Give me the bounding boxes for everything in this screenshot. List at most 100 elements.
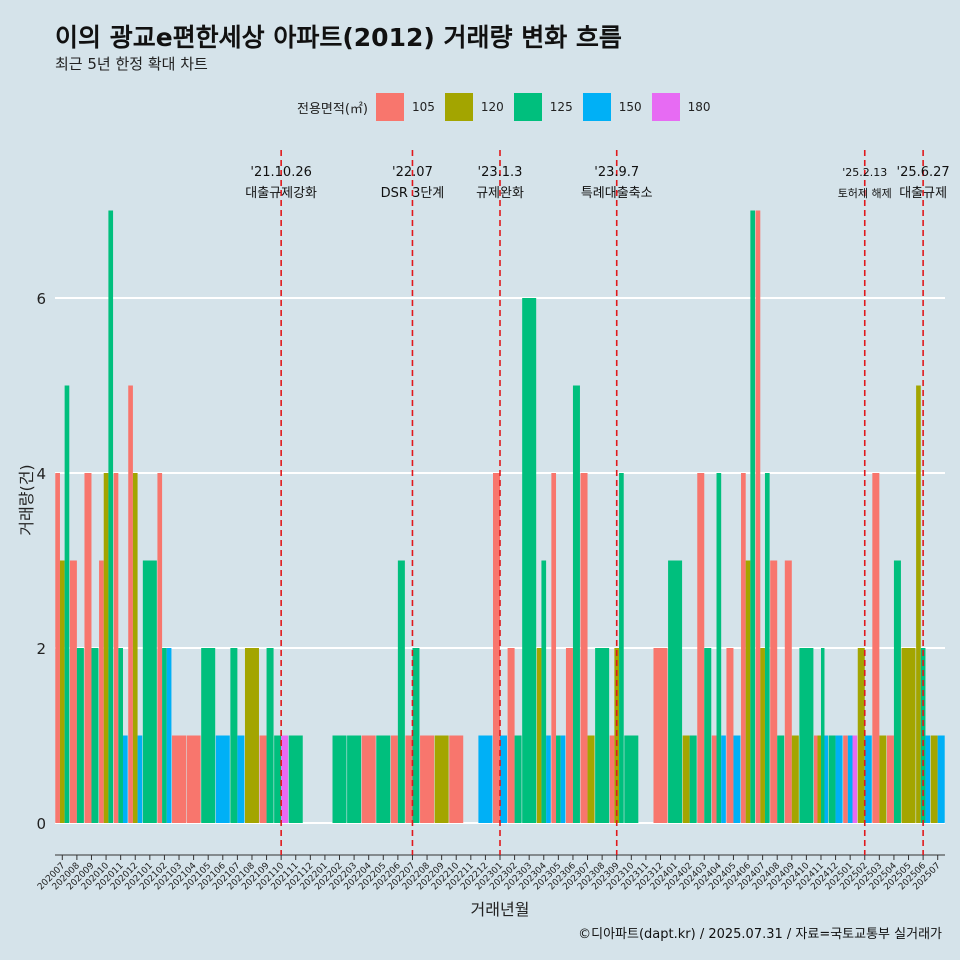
annotation-label-6: 대출규제 bbox=[899, 186, 947, 201]
bar-105-202102 bbox=[157, 473, 163, 823]
bar-180-202501 bbox=[852, 735, 858, 823]
bar-125-202109 bbox=[266, 648, 274, 823]
chart-subtitle: 최근 5년 한정 확대 차트 bbox=[55, 55, 208, 73]
legend-swatch-105 bbox=[375, 93, 404, 121]
source-caption: ©디아파트(dapt.kr) / 2025.07.31 / 자료=국토교통부 실… bbox=[578, 927, 942, 942]
bar-125-202102 bbox=[162, 648, 167, 823]
bar-150-202404 bbox=[721, 735, 726, 823]
bar-125-202207 bbox=[412, 648, 420, 823]
bar-105-202301 bbox=[492, 473, 500, 823]
bar-150-202012 bbox=[137, 735, 143, 823]
bar-105-202012 bbox=[128, 385, 133, 823]
bar-125-202303 bbox=[522, 298, 537, 823]
bar-105-202409 bbox=[784, 560, 792, 823]
legend-label-150: 150 bbox=[618, 100, 642, 114]
bar-105-202504 bbox=[886, 735, 894, 823]
bar-125-202504 bbox=[893, 560, 901, 823]
bar-125-202408 bbox=[777, 735, 785, 823]
annotation-label-1: 대출규제강화 bbox=[245, 186, 317, 201]
bar-120-202007 bbox=[59, 560, 65, 823]
bar-120-202503 bbox=[879, 735, 887, 823]
bar-125-202010 bbox=[108, 210, 114, 823]
bar-125-202008 bbox=[76, 648, 84, 823]
legend-item-180: 180 bbox=[651, 93, 711, 121]
bar-105-202403 bbox=[697, 473, 705, 823]
bar-105-202103 bbox=[172, 735, 187, 823]
bar-150-202412 bbox=[835, 735, 843, 823]
bar-105-202008 bbox=[69, 560, 77, 823]
bar-125-202304 bbox=[541, 560, 547, 823]
annotation-label-3: 규제완화 bbox=[476, 186, 524, 201]
bar-125-202305 bbox=[556, 735, 561, 823]
bar-105-202010 bbox=[99, 560, 104, 823]
bar-125-202308 bbox=[595, 648, 610, 823]
bar-125-202107 bbox=[230, 648, 238, 823]
bar-105-202503 bbox=[872, 473, 880, 823]
bar-125-202406 bbox=[750, 210, 756, 823]
bar-125-202206 bbox=[397, 560, 405, 823]
bar-120-202502 bbox=[857, 648, 865, 823]
bar-150-202107 bbox=[237, 735, 245, 823]
bar-125-202412 bbox=[828, 735, 836, 823]
annotation-label-4: 특례대출축소 bbox=[581, 186, 653, 201]
bar-150-202405 bbox=[733, 735, 741, 823]
bar-150-202305 bbox=[560, 735, 566, 823]
bar-105-202408 bbox=[770, 560, 778, 823]
bar-150-202502 bbox=[864, 735, 872, 823]
bar-125-202407 bbox=[764, 473, 770, 823]
legend-item-150: 150 bbox=[582, 93, 642, 121]
bar-150-202106 bbox=[215, 735, 230, 823]
bar-105-202007 bbox=[55, 473, 60, 823]
bar-125-202105 bbox=[201, 648, 216, 823]
bar-105-202305 bbox=[551, 473, 557, 823]
bar-105-202406 bbox=[741, 473, 746, 823]
bar-105-202407 bbox=[755, 210, 761, 823]
bar-150-202501 bbox=[847, 735, 853, 823]
bar-105-202207 bbox=[405, 735, 413, 823]
bar-125-202306 bbox=[572, 385, 580, 823]
bar-125-202009 bbox=[91, 648, 99, 823]
annotation-date-2: '22.07 bbox=[392, 165, 433, 180]
x-axis-title: 거래년월 bbox=[471, 900, 530, 919]
legend-swatch-120 bbox=[444, 93, 473, 121]
bar-125-202403 bbox=[704, 648, 712, 823]
bar-150-202506 bbox=[925, 735, 931, 823]
bar-125-202309 bbox=[619, 473, 624, 823]
bar-105-202302 bbox=[507, 648, 515, 823]
bar-120-202406 bbox=[745, 560, 751, 823]
bar-120-202010 bbox=[103, 473, 109, 823]
annotation-date-5: '25.2.13 bbox=[842, 166, 887, 179]
bar-120-202505 bbox=[901, 648, 916, 823]
bar-105-202011 bbox=[113, 473, 119, 823]
bar-105-202210 bbox=[449, 735, 464, 823]
bar-125-202007 bbox=[64, 385, 70, 823]
bar-125-202410 bbox=[799, 648, 814, 823]
bar-120-202409 bbox=[791, 735, 799, 823]
bar-105-202306 bbox=[565, 648, 573, 823]
bar-120-202411 bbox=[817, 735, 821, 823]
bar-120-202108 bbox=[244, 648, 259, 823]
bar-125-202203 bbox=[347, 735, 362, 823]
bar-150-202102 bbox=[166, 648, 172, 823]
bar-105-202309 bbox=[609, 735, 615, 823]
bar-105-202411 bbox=[813, 735, 818, 823]
y-tick-label-4: 4 bbox=[36, 465, 46, 483]
bar-105-202501 bbox=[843, 735, 848, 823]
bar-120-202407 bbox=[760, 648, 765, 823]
bar-105-202405 bbox=[726, 648, 734, 823]
annotation-date-6: '25.6.27 bbox=[897, 165, 950, 180]
y-tick-label-6: 6 bbox=[36, 290, 46, 308]
legend: 전용면적(㎡) 105 120 125 150 180 bbox=[297, 93, 721, 121]
bar-120-202402 bbox=[682, 735, 690, 823]
legend-title: 전용면적(㎡) bbox=[297, 101, 368, 117]
bar-125-202101 bbox=[142, 560, 157, 823]
bar-105-202204 bbox=[361, 735, 376, 823]
bar-125-202205 bbox=[376, 735, 391, 823]
bar-120-202012 bbox=[132, 473, 138, 823]
bar-125-202202 bbox=[332, 735, 347, 823]
bar-150-202304 bbox=[546, 735, 551, 823]
y-axis-title: 거래량(건) bbox=[17, 464, 36, 535]
bar-105-202208 bbox=[420, 735, 435, 823]
bar-105-202404 bbox=[711, 735, 717, 823]
